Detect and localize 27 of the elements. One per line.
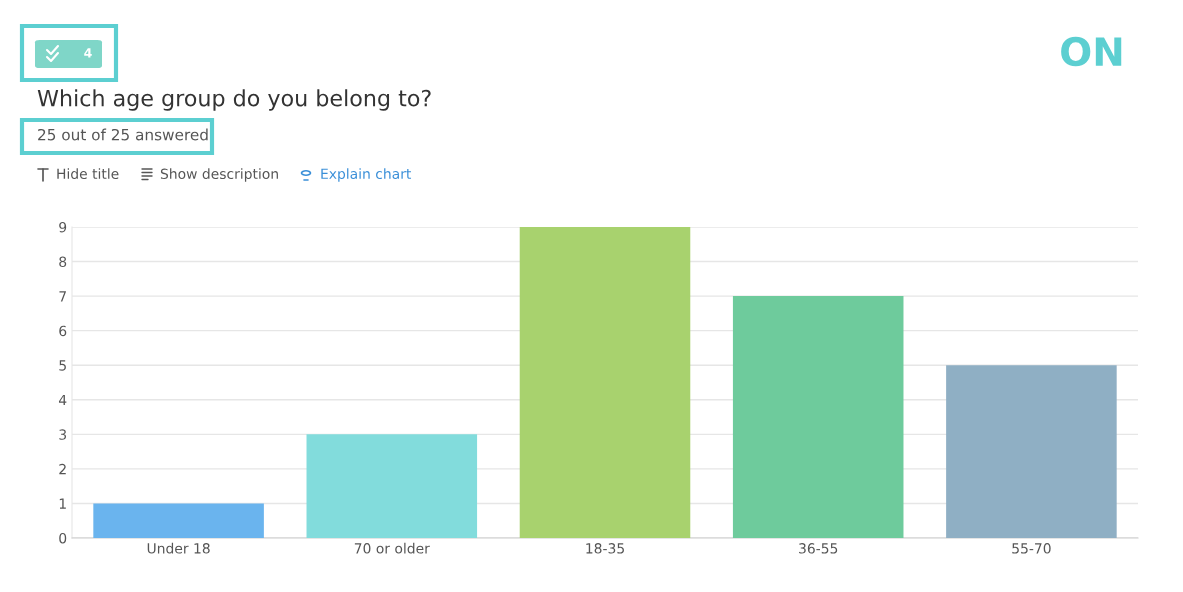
bar	[306, 434, 478, 538]
text: Show description	[160, 168, 278, 182]
x-tick-label: Under 18	[147, 542, 210, 554]
chart-title: Which age group do you belong to?	[37, 89, 431, 111]
bar	[519, 227, 691, 538]
y-tick-label: 8	[59, 256, 67, 268]
x-tick-label: 55-70	[1012, 543, 1051, 554]
y-tick-label: 0	[59, 532, 67, 544]
y-tick-label: 3	[59, 429, 67, 440]
y-tick-label: 2	[59, 463, 66, 475]
y-tick-label: 5	[59, 360, 66, 371]
y-tick-label: 1	[59, 498, 66, 509]
y-tick-label: 7	[59, 291, 66, 302]
x-tick-label: 18-35	[586, 543, 624, 554]
y-tick-label: 6	[59, 325, 67, 337]
y-tick-label: 9	[59, 221, 67, 233]
chart-subtitle: 25 out of 25 answered	[38, 128, 208, 141]
text: 4	[84, 48, 92, 58]
y-tick-label: 4	[58, 394, 67, 406]
text: Hide title	[57, 168, 119, 180]
bar	[946, 365, 1117, 538]
x-tick-label: 36-55	[799, 543, 838, 554]
text: ON	[1061, 36, 1122, 67]
text: Explain chart	[321, 168, 412, 182]
bar	[93, 503, 264, 538]
x-tick-label: 70 or older	[354, 542, 430, 554]
bar	[732, 296, 904, 538]
